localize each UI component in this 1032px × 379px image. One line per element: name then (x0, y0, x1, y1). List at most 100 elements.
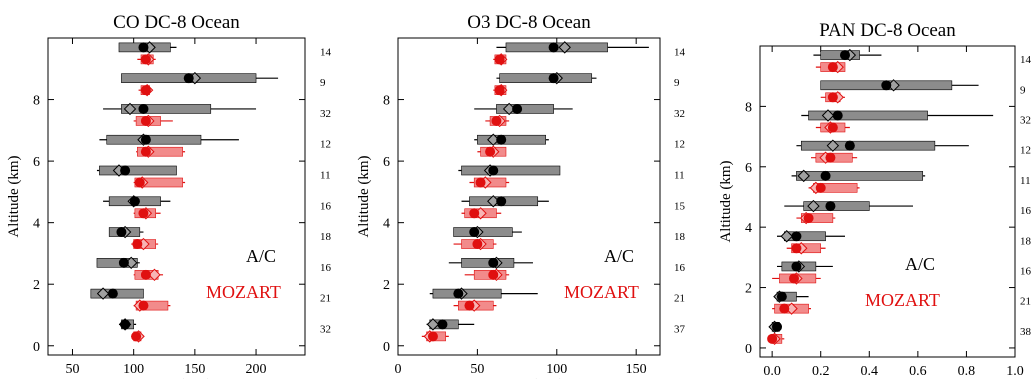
ac-row (784, 199, 913, 213)
ac-row (474, 133, 549, 146)
mozart-row (772, 302, 811, 315)
mozart-median-marker (469, 208, 480, 219)
legend-ac-label: A/C (604, 246, 634, 266)
sample-count-label: 32 (320, 323, 331, 335)
ac-row (461, 195, 549, 208)
ac-box (803, 201, 870, 211)
mozart-median-marker (427, 331, 438, 342)
sample-count-label: 32 (674, 108, 685, 120)
mozart-box (137, 146, 183, 157)
ac-median-marker (437, 319, 448, 330)
ac-median-marker (512, 103, 523, 114)
sample-count-label: 16 (1020, 265, 1032, 277)
ac-median-marker (844, 140, 855, 151)
legend-mozart-label: MOZART (564, 282, 639, 302)
mozart-row (493, 83, 508, 97)
ac-row (458, 164, 561, 177)
mozart-median-marker (485, 146, 496, 157)
ac-box (499, 73, 593, 83)
mozart-row (477, 145, 507, 158)
mozart-row (808, 181, 860, 195)
y-tick-label: 2 (745, 282, 752, 297)
mozart-median-marker (825, 152, 836, 163)
y-tick-label: 0 (745, 342, 752, 357)
mozart-row (796, 211, 836, 225)
y-tick-label: 4 (33, 217, 40, 232)
ac-median-marker (791, 231, 802, 242)
x-tick-label: 0.8 (958, 364, 976, 379)
mozart-row (820, 91, 845, 104)
ac-row (768, 320, 782, 334)
o3-panel: O3 DC-8 Ocean 0 50 100 150 VMR (ppb) 0 2 4 6 8 Alti… (356, 12, 686, 379)
y-tick-label: 4 (745, 221, 752, 236)
mozart-median-marker (494, 54, 505, 65)
ac-box (808, 110, 928, 121)
ac-row (474, 102, 573, 116)
ac-row (103, 195, 171, 208)
mozart-row (138, 83, 154, 97)
mozart-median-marker (132, 239, 143, 250)
ac-median-marker (129, 196, 140, 207)
mozart-row (815, 121, 850, 134)
ac-mean-marker (807, 199, 820, 213)
x-tick-label: 0.6 (909, 364, 927, 379)
ac-median-marker (138, 42, 149, 53)
sample-count-label: 16 (674, 262, 686, 274)
ac-box (800, 140, 936, 151)
ac-box (796, 171, 924, 181)
plot-frame (759, 45, 1016, 358)
mozart-row (133, 268, 164, 282)
ac-box (99, 165, 177, 176)
ac-median-marker (140, 134, 151, 145)
x-tick-label: 0 (395, 362, 402, 377)
ac-row (791, 169, 926, 183)
ac-row (453, 225, 522, 239)
mozart-row (772, 272, 821, 285)
sample-count-label: 38 (1020, 326, 1032, 338)
ac-median-marker (488, 257, 499, 268)
ac-row (773, 290, 809, 303)
mozart-row (815, 60, 846, 74)
y-tick-label: 8 (33, 94, 40, 109)
mozart-median-marker (827, 92, 838, 103)
mozart-median-marker (131, 331, 142, 342)
y-axis-label: Altitude (km) (718, 160, 734, 242)
ac-median-marker (116, 227, 127, 238)
ac-median-marker (496, 196, 507, 207)
mozart-row (133, 207, 161, 220)
mozart-row (464, 268, 510, 282)
ac-median-marker (881, 80, 892, 91)
ac-median-marker (791, 261, 802, 272)
plot-frame (47, 37, 306, 356)
mozart-row (131, 330, 145, 343)
mozart-median-marker (140, 54, 151, 65)
legend-mozart-label: MOZART (206, 282, 281, 302)
ac-row (796, 139, 969, 152)
y-axis-label: Altitude (km) (356, 155, 372, 237)
mozart-median-marker (138, 300, 149, 311)
sample-count-label: 11 (674, 169, 685, 181)
ac-mean-marker (558, 41, 571, 54)
mozart-median-marker (494, 85, 505, 96)
y-tick-label: 4 (383, 217, 390, 232)
sample-count-label: 12 (674, 139, 685, 151)
sample-count-label: 14 (1020, 54, 1032, 66)
y-tick-label: 6 (33, 155, 40, 170)
ac-row (496, 41, 649, 54)
ac-median-marker (772, 321, 782, 332)
mozart-row (133, 299, 171, 312)
ac-box (477, 134, 546, 145)
mozart-row (767, 332, 785, 346)
x-tick-label: 150 (626, 362, 647, 377)
ac-row (777, 230, 845, 243)
ac-row (429, 287, 538, 300)
ac-median-marker (138, 103, 149, 114)
mozart-row (811, 151, 858, 164)
ac-median-marker (453, 288, 464, 299)
ac-row (108, 225, 144, 239)
x-tick-label: 100 (546, 362, 567, 377)
mozart-median-marker (779, 303, 790, 314)
mozart-median-marker (491, 115, 502, 126)
ac-row (801, 109, 994, 122)
y-tick-label: 6 (745, 161, 752, 176)
